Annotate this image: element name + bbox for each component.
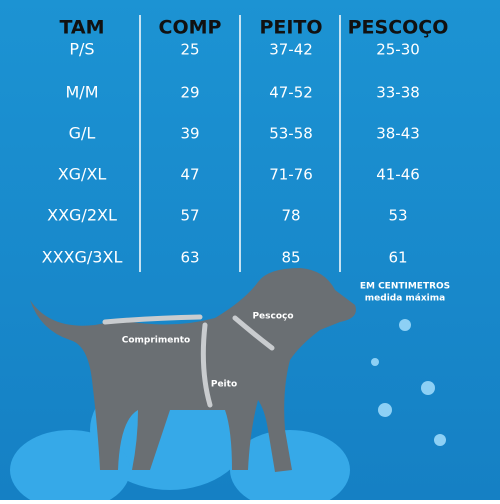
measure-cell: 41-46 — [376, 166, 420, 184]
size-cell: M/M — [66, 83, 99, 102]
header-cell: TAM — [59, 17, 104, 39]
column-dividers — [139, 15, 341, 272]
measure-cell: 78 — [281, 207, 300, 225]
measure-cell: 25-30 — [376, 41, 420, 59]
measure-cell: 57 — [180, 207, 199, 225]
measure-cell: 38-43 — [376, 125, 420, 143]
measure-cell: 37-42 — [269, 41, 313, 59]
measure-cell: 39 — [180, 125, 199, 143]
measure-cell: 85 — [281, 249, 300, 267]
measure-cell: 47 — [180, 166, 199, 184]
table: TAM COMP PEITO PESCOÇO P/S 25 37-42 25-30 M/M 29 4… — [42, 17, 449, 267]
measure-cell: 53 — [388, 207, 407, 225]
size-cell: XXG/2XL — [47, 206, 117, 225]
measure-cell: 53-58 — [269, 125, 313, 143]
measure-cell: 63 — [180, 249, 199, 267]
chest-label: Peito — [211, 380, 237, 390]
length-label: Comprimento — [122, 336, 191, 346]
header-cell: COMP — [159, 17, 222, 39]
paw-prints — [371, 319, 446, 446]
header-cell: PEITO — [259, 17, 322, 39]
size-cell: XXXG/3XL — [42, 248, 123, 267]
size-cell: G/L — [69, 124, 96, 143]
measure-cell: 33-38 — [376, 84, 420, 102]
measure-cell: 29 — [180, 84, 199, 102]
note-line2: medida máxima — [365, 294, 445, 304]
measure-cell: 25 — [180, 41, 199, 59]
measure-cell: 61 — [388, 249, 407, 267]
size-cell: P/S — [69, 40, 94, 59]
harness — [102, 314, 275, 408]
neck-label: Pescoço — [252, 312, 293, 322]
measure-cell: 71-76 — [269, 166, 313, 184]
size-cell: XG/XL — [58, 165, 107, 184]
header-cell: PESCOÇO — [348, 17, 449, 39]
note-line1: EM CENTIMETROS — [360, 282, 450, 292]
dog-silhouette — [30, 268, 356, 472]
measure-cell: 47-52 — [269, 84, 313, 102]
